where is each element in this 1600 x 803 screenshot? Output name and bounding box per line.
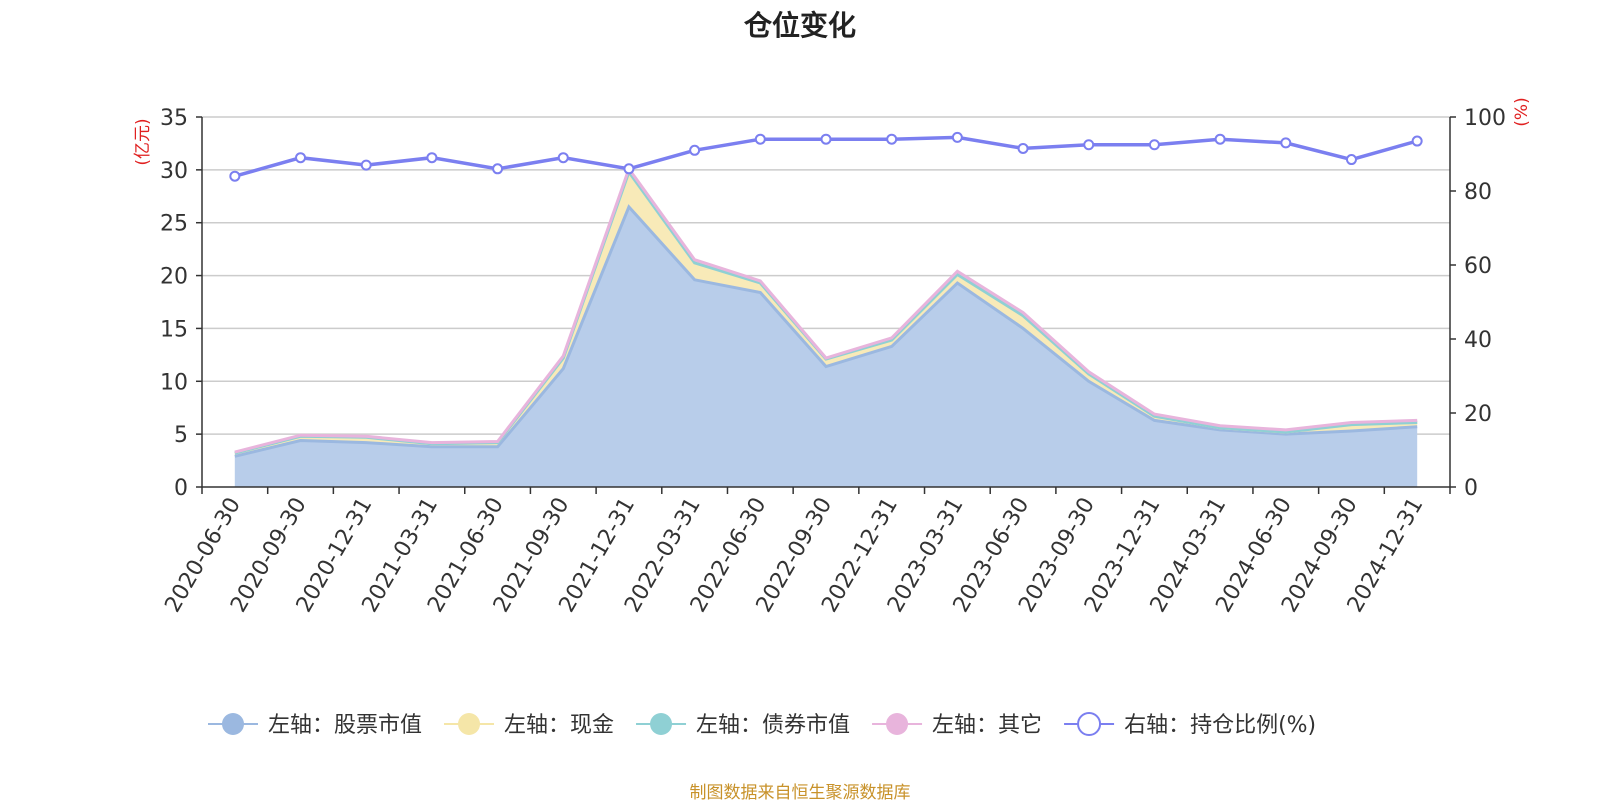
holding-ratio-point (1214, 133, 1226, 145)
left-tick-label: 10 (160, 370, 188, 395)
holding-ratio-point (360, 159, 372, 171)
holding-ratio-point (426, 152, 438, 164)
holding-ratio-point (1083, 139, 1095, 151)
series-line-左轴：股票市值 (234, 204, 1418, 458)
holding-ratio-point (754, 133, 766, 145)
right-tick-label: 20 (1464, 402, 1492, 427)
holding-ratio-point (886, 133, 898, 145)
holding-ratio-point (951, 131, 963, 143)
right-axis-label: (%) (1512, 97, 1532, 126)
holding-ratio-point (557, 152, 569, 164)
left-tick-label: 15 (160, 317, 188, 342)
legend-label: 左轴：现金 (504, 713, 614, 738)
area-左轴：股票市值 (234, 206, 1418, 487)
legend-label: 左轴：股票市值 (268, 713, 422, 738)
series-line-左轴：其它 (234, 165, 1418, 454)
left-tick-label: 5 (174, 423, 188, 448)
holding-ratio-point (689, 144, 701, 156)
left-tick-label: 30 (160, 159, 188, 184)
left-tick-label: 35 (160, 106, 188, 131)
source-note: 制图数据来自恒生聚源数据库 (689, 783, 911, 803)
holding-ratio-point (623, 163, 635, 175)
holding-ratio-point (1345, 154, 1357, 166)
legend-marker (458, 713, 481, 735)
legend-marker (222, 713, 244, 735)
holding-ratio-point (1411, 135, 1423, 147)
holding-ratio-point (1148, 139, 1160, 151)
left-axis-label: (亿元) (133, 118, 153, 165)
right-tick-label: 0 (1464, 476, 1478, 501)
legend-label: 右轴：持仓比例(%) (1124, 713, 1316, 738)
legend-label: 左轴：债券市值 (696, 713, 850, 738)
legend-marker (650, 713, 673, 735)
holding-ratio-point (820, 133, 832, 145)
right-tick-label: 60 (1464, 254, 1492, 279)
legend-label: 左轴：其它 (932, 713, 1042, 738)
left-tick-label: 25 (160, 212, 188, 237)
legend-marker (1077, 712, 1102, 736)
right-tick-label: 40 (1464, 328, 1492, 353)
left-tick-label: 0 (174, 476, 188, 501)
legend-marker (886, 713, 909, 735)
holding-ratio-point (1017, 142, 1029, 154)
holding-ratio-point (1280, 137, 1292, 149)
right-tick-label: 80 (1464, 180, 1492, 205)
right-tick-label: 100 (1464, 106, 1506, 131)
holding-ratio-point (229, 170, 241, 182)
left-tick-label: 20 (160, 265, 188, 290)
holding-ratio-point (295, 152, 307, 164)
holding-ratio-point (492, 163, 504, 175)
chart-title: 仓位变化 (743, 9, 856, 42)
